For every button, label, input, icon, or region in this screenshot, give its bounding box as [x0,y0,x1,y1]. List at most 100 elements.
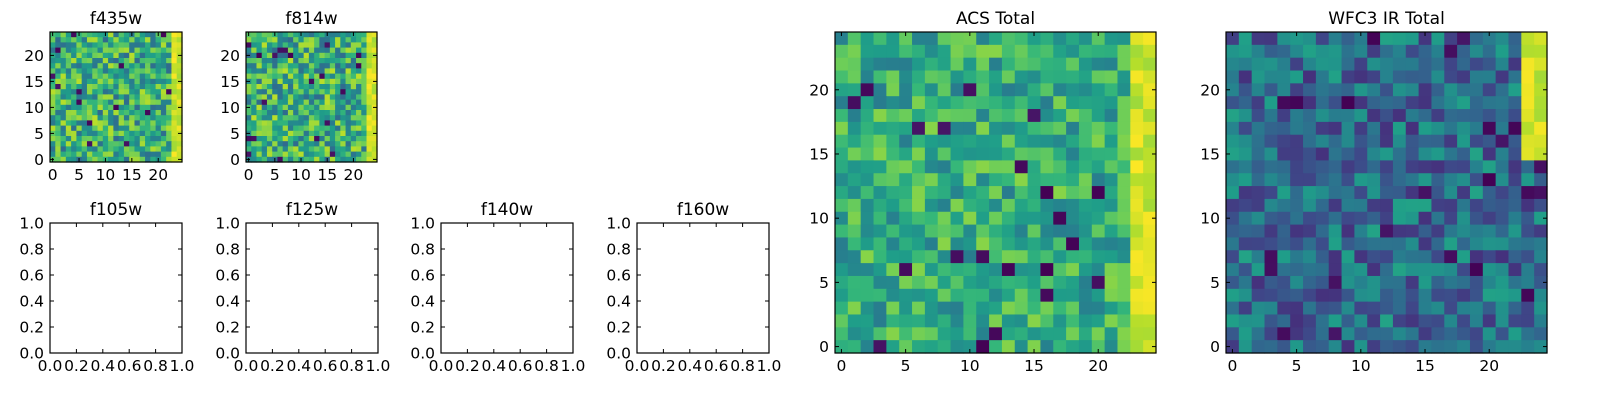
heatmap-cell [1238,147,1253,161]
heatmap-cell [118,37,125,43]
heatmap-cell [350,110,357,116]
heatmap-cell [256,146,263,153]
heatmap-cell [1315,57,1330,72]
heatmap-cell [176,84,183,90]
heatmap-cell [1367,109,1381,123]
heatmap-cell [129,37,136,43]
heatmap-cell [1444,32,1458,46]
heatmap-cell [261,120,268,127]
heatmap-cell [1392,83,1407,97]
heatmap-cell [150,156,157,163]
heatmap-cell [1053,186,1067,200]
heatmap-cell [1117,57,1131,72]
heatmap-cell [1341,134,1355,149]
heatmap-cell [266,120,273,127]
heatmap-cell [1457,96,1471,110]
heatmap-cell [261,110,268,116]
heatmap-cell [361,89,368,95]
heatmap-cell [950,147,964,161]
heatmap-cell [1392,340,1407,354]
heatmap-cell [1315,96,1330,110]
heatmap-cell [272,63,279,69]
heatmap-cell [976,237,990,251]
heatmap-cell [1027,96,1042,110]
heatmap-cell [92,130,99,137]
heatmap-cell [1380,147,1394,161]
heatmap-cell [345,146,352,153]
heatmap-cell [272,151,279,158]
heatmap-cell [277,156,284,163]
heatmap-cell [963,70,977,84]
heatmap-cell [1066,160,1080,174]
heatmap-cell [71,73,77,80]
heatmap-cell [1104,70,1119,84]
heatmap-cell [1367,134,1381,149]
heatmap-cell [1130,83,1144,97]
heatmap-cell [1328,198,1343,213]
heatmap-cell [924,186,939,200]
heatmap-cell [963,186,977,200]
heatmap-cell [1226,186,1240,200]
y-tick-label: 5 [34,125,44,143]
heatmap-cell [1341,250,1355,264]
heatmap-cell [50,110,56,116]
heatmap-cell [937,301,952,316]
heatmap-cell [287,136,294,142]
heatmap-cell [371,125,378,132]
heatmap-cell [1315,211,1330,226]
heatmap-cell [335,99,341,106]
heatmap-cell [1290,173,1304,187]
heatmap-cell [176,136,183,142]
heatmap-cell [55,130,62,137]
heatmap-cell [145,52,151,59]
heatmap-cell [361,151,368,158]
heatmap-cell [1117,340,1131,354]
heatmap-cell [155,37,162,43]
heatmap-cell [976,134,990,149]
heatmap-cell [256,99,263,106]
heatmap-cell [123,115,130,121]
heatmap-cell [1354,288,1368,303]
heatmap-cell [277,73,284,80]
heatmap-cell [366,110,373,116]
heatmap-cell [1251,340,1266,354]
heatmap-cell [989,275,1003,290]
heatmap-cell [340,68,347,75]
heatmap-cell [97,156,104,163]
heatmap-cell [860,237,875,251]
heatmap-cell [912,134,926,149]
heatmap-cell [1053,109,1067,123]
heatmap-cell [1117,147,1131,161]
heatmap-cell [282,151,289,158]
heatmap-cell [65,68,72,75]
heatmap-cell [1418,224,1433,239]
heatmap-cell [1508,121,1522,136]
heatmap-cell [1341,186,1355,200]
heatmap-cell [1226,160,1240,174]
heatmap-cell [335,32,341,38]
heatmap-cell [1328,250,1343,264]
heatmap-cell [1418,211,1433,226]
heatmap-cell [86,47,93,54]
heatmap-cell [308,58,315,64]
heatmap-cell [81,99,88,106]
heatmap-cell [171,32,178,38]
heatmap-cell [171,141,178,147]
heatmap-cell [950,121,964,136]
heatmap-cell [1328,83,1343,97]
heatmap-cell [1328,263,1343,277]
heatmap-cell [1040,57,1054,72]
heatmap-cell [97,104,104,111]
heatmap-cell [303,47,310,54]
heatmap-cell [246,58,252,64]
heatmap-cell [1027,32,1042,46]
heatmap-cell [1264,121,1278,136]
heatmap-cell [1457,121,1471,136]
heatmap-cell [139,58,146,64]
heatmap-cell [97,130,104,137]
heatmap-cell [1418,301,1433,316]
heatmap-cell [166,104,173,111]
heatmap-cell [1508,44,1522,59]
heatmap-cell [319,84,326,90]
heatmap-cell [108,151,114,158]
